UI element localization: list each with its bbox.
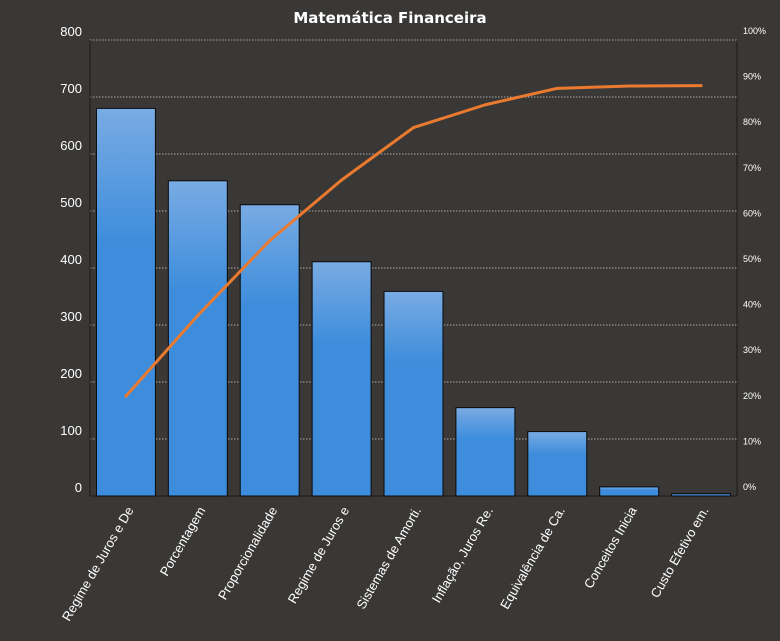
bar [383,290,444,497]
y-tick-label: 0 [75,480,82,495]
y2-tick-label: 90% [743,72,761,82]
y2-tick-label: 0% [743,482,756,492]
bar [239,204,300,497]
y2-tick-label: 40% [743,300,761,310]
bar [671,493,732,497]
x-tick-label: Sistemas de Amorti. [353,504,424,612]
cumulative-line [124,84,703,398]
x-tick-label: Regime de Juros e [285,504,353,606]
cumulative-point [340,178,344,182]
cumulative-point [699,84,703,88]
bars [95,107,732,497]
x-tick-label: Equivalência de Ca. [497,504,568,612]
y2-tick-label: 60% [743,208,761,218]
y-tick-label: 500 [60,195,82,210]
y-tick-label: 800 [60,24,82,39]
bar [527,431,588,497]
x-tick-label: Inflação, Juros Re. [429,504,496,605]
y-tick-label: 600 [60,138,82,153]
y2-tick-label: 100% [743,26,766,36]
y-tick-label: 300 [60,309,82,324]
y2-tick-label: 80% [743,117,761,127]
x-tick-label: Custo Efetivo em. [647,504,711,600]
y-axis-right-ticks: 0% 10% 20% 30% 40% 50% 60% 70% 80% 90% 100% [743,26,766,492]
x-tick-label: Proporcionalidade [215,504,280,602]
y2-tick-label: 50% [743,254,761,264]
cumulative-point [483,103,487,107]
x-axis-ticks: Regime de Juros e De Porcentagem Proporcio… [59,503,712,623]
y-tick-label: 100 [60,423,82,438]
bar [599,486,660,497]
cumulative-point [268,239,272,243]
chart-title: Matemática Financeira [293,9,486,27]
y-tick-label: 700 [60,81,82,96]
cumulative-point [412,126,415,130]
x-tick-label: Regime de Juros e De [59,504,137,624]
cumulative-point [196,313,200,317]
y2-tick-label: 30% [743,345,761,355]
y-tick-label: 200 [60,366,82,381]
bar [95,107,156,497]
cumulative-point [627,84,631,88]
cumulative-point [124,394,128,398]
y-tick-label: 400 [60,252,82,267]
y2-tick-label: 70% [743,163,761,173]
x-tick-label: Conceitos Inicia [581,503,640,591]
y2-tick-label: 20% [743,391,761,401]
cumulative-point [555,86,559,90]
y2-tick-label: 10% [743,436,761,446]
x-tick-label: Porcentagem [157,504,209,578]
bar [455,407,516,497]
bar [311,261,372,497]
y-axis-left-ticks: 0 100 200 300 400 500 600 700 800 [60,24,82,495]
